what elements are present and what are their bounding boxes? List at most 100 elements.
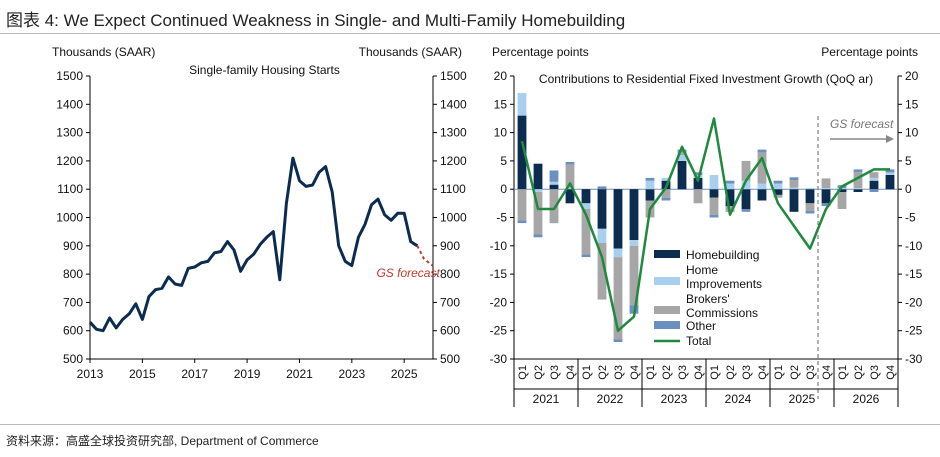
bar-segment-improvements — [757, 183, 767, 190]
bar-segment-other — [677, 149, 687, 153]
legend-label-other: Other — [686, 319, 716, 333]
bar-segment-brokers — [517, 189, 527, 221]
bar-segment-homebuilding — [645, 189, 655, 201]
bar-segment-homebuilding — [773, 189, 783, 195]
quarter-label: Q3 — [613, 365, 625, 380]
page-title: 图表 4: We Expect Continued Weakness in Si… — [6, 11, 626, 30]
chart-title: Single-family Housing Starts — [189, 63, 340, 77]
legend-swatch-other — [654, 321, 680, 329]
bar-segment-homebuilding — [885, 175, 895, 190]
bar-segment-other — [805, 210, 815, 214]
housing-starts-line — [88, 156, 419, 333]
left-y-tick-label: 1300 — [56, 126, 83, 140]
right-y-tick-label: -30 — [905, 352, 923, 366]
right-y-tick-label: 15 — [905, 97, 919, 111]
bar-segment-brokers — [693, 189, 703, 204]
legend-label-homebuilding: Homebuilding — [686, 248, 759, 262]
bar-segment-improvements — [661, 177, 671, 181]
year-label: 2021 — [533, 392, 560, 406]
bar-segment-homebuilding — [869, 180, 879, 190]
bar-segment-brokers — [853, 172, 863, 188]
year-label: 2026 — [853, 392, 880, 406]
bar-segment-homebuilding — [565, 189, 575, 204]
right-axis-title: Thousands (SAAR) — [359, 45, 462, 59]
left-y-tick-label: 500 — [63, 352, 83, 366]
quarter-label: Q2 — [533, 365, 545, 380]
bar-segment-homebuilding — [805, 189, 815, 204]
right-y-tick-label: 500 — [440, 352, 460, 366]
bar-segment-homebuilding — [533, 163, 543, 190]
source-note: 资料来源：高盛全球投资研究部, Department of Commerce — [6, 434, 319, 448]
left-axis-title: Thousands (SAAR) — [52, 45, 155, 59]
right-y-tick-label: -15 — [905, 267, 923, 281]
right-y-tick-label: 1400 — [440, 97, 467, 111]
bar-segment-brokers — [757, 152, 767, 184]
left-y-tick-label: 700 — [63, 295, 83, 309]
bar-segment-improvements — [629, 240, 639, 246]
bar-segment-homebuilding — [789, 189, 799, 212]
left-y-tick-label: 1000 — [56, 211, 83, 225]
quarter-label: Q1 — [709, 365, 721, 380]
bar-segment-brokers — [661, 189, 671, 198]
right-y-tick-label: 600 — [440, 324, 460, 338]
year-label: 2024 — [725, 392, 752, 406]
title-divider — [0, 33, 940, 34]
bar-segment-homebuilding — [517, 115, 527, 190]
bar-segment-brokers — [581, 209, 591, 255]
bar-segment-brokers — [629, 245, 639, 306]
chart-title: Contributions to Residential Fixed Inves… — [539, 72, 873, 86]
x-tick-label: 2023 — [338, 367, 365, 381]
bar-segment-brokers — [789, 180, 799, 188]
bar-segment-brokers — [677, 152, 687, 156]
bar-segment-other — [725, 180, 735, 184]
quarter-label: Q4 — [629, 365, 641, 380]
quarter-label: Q2 — [789, 365, 801, 380]
quarter-label: Q2 — [725, 365, 737, 380]
bar-segment-improvements — [885, 172, 895, 175]
left-y-tick-label: -15 — [490, 267, 508, 281]
legend-swatch-homebuilding — [654, 250, 680, 258]
right-y-tick-label: 800 — [440, 267, 460, 281]
left-y-tick-label: -30 — [490, 352, 508, 366]
x-tick-label: 2017 — [181, 367, 208, 381]
bar-segment-brokers — [565, 164, 575, 188]
bar-segment-other — [661, 197, 671, 201]
bar-segment-brokers — [533, 192, 543, 235]
bar-segment-other — [517, 220, 527, 224]
x-tick-label: 2019 — [234, 367, 261, 381]
left-y-tick-label: 5 — [500, 154, 507, 168]
left-y-tick-label: 0 — [500, 182, 507, 196]
bar-segment-improvements — [565, 187, 575, 190]
bar-segment-other — [581, 254, 591, 258]
quarter-label: Q4 — [757, 365, 769, 380]
bar-segment-brokers — [613, 257, 623, 340]
quarter-label: Q4 — [821, 365, 833, 380]
left-y-tick-label: 20 — [494, 69, 508, 83]
bar-segment-improvements — [805, 188, 815, 190]
quarter-label: Q1 — [837, 365, 849, 380]
left-y-tick-label: 1500 — [56, 69, 83, 83]
bar-segment-brokers — [741, 160, 751, 181]
bar-segment-brokers — [837, 192, 847, 209]
left-y-tick-label: 1100 — [57, 182, 83, 196]
bar-segment-homebuilding — [549, 184, 559, 190]
bar-segment-improvements — [677, 155, 687, 161]
quarter-label: Q3 — [869, 365, 881, 380]
right-y-tick-label: 700 — [440, 295, 460, 309]
bar-segment-brokers — [885, 172, 895, 173]
right-y-tick-label: 1100 — [440, 182, 466, 196]
left-axis-title: Percentage points — [492, 45, 589, 59]
left-y-tick-label: -10 — [490, 239, 508, 253]
forecast-annotation: GS forecast — [376, 266, 440, 280]
bar-segment-improvements — [709, 175, 719, 190]
bar-segment-improvements — [837, 188, 847, 190]
right-axis-title: Percentage points — [821, 45, 918, 59]
x-tick-label: 2015 — [129, 367, 156, 381]
quarter-label: Q3 — [741, 365, 753, 380]
bar-segment-improvements — [821, 188, 831, 190]
quarter-label: Q1 — [581, 365, 593, 380]
quarter-label: Q4 — [885, 365, 897, 380]
bar-segment-homebuilding — [693, 177, 703, 190]
bar-segment-improvements — [645, 180, 655, 190]
bar-segment-brokers — [869, 172, 879, 178]
